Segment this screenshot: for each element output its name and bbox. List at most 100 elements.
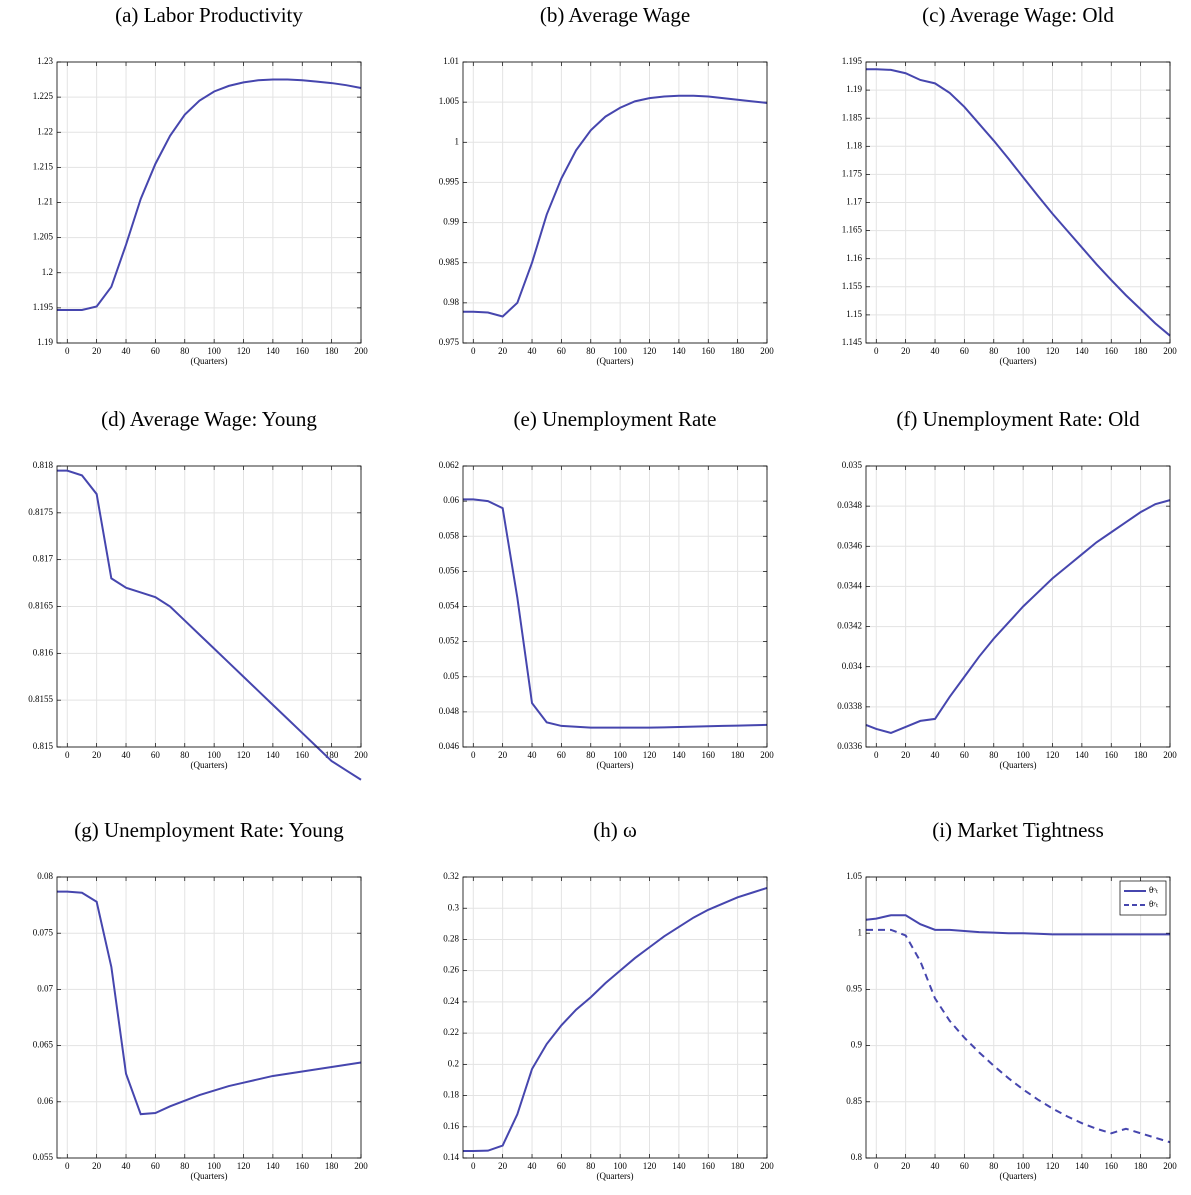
y-tick-label: 0.16 [443,1121,459,1131]
y-tick-label: 0.05 [443,671,459,681]
y-tick-label: 1.2 [42,267,53,277]
line [57,78,362,311]
x-axis-label: (Quarters) [1000,356,1037,366]
y-tick-label: 0.07 [37,983,53,993]
y-tick-label: 0.818 [33,460,54,470]
x-tick-label: 40 [931,346,941,356]
x-tick-label: 140 [266,346,280,356]
line [463,886,768,1152]
x-tick-label: 180 [1134,750,1148,760]
y-tick-label: 0.817 [33,554,54,564]
x-tick-label: 20 [901,346,911,356]
line [57,890,362,1116]
y-tick-label: 0.06 [37,1096,53,1106]
y-tick-label: 0.26 [443,965,459,975]
y-tick-label: 1.225 [33,91,54,101]
x-tick-label: 160 [702,1161,716,1171]
x-tick-label: 100 [207,750,221,760]
x-tick-label: 180 [325,346,339,356]
plot-frame [462,876,768,1159]
x-tick-label: 180 [325,750,339,760]
plot-frame [865,61,1171,344]
y-tick-label: 1.22 [37,126,53,136]
plot-area [463,877,767,1158]
chart-title: (a) Labor Productivity [115,3,303,27]
x-tick-label: 0 [471,346,476,356]
x-tick-label: 80 [989,1161,999,1171]
y-tick-label: 0.32 [443,871,459,881]
x-tick-label: 200 [354,1161,368,1171]
x-tick-label: 100 [207,1161,221,1171]
y-tick-label: 0.24 [443,996,459,1006]
x-tick-label: 0 [471,1161,476,1171]
y-tick-label: 0.0348 [837,500,862,510]
x-axis-label: (Quarters) [597,1171,634,1181]
x-axis-label: (Quarters) [191,760,228,770]
y-tick-label: 0.85 [846,1096,862,1106]
x-tick-label: 0 [874,1161,879,1171]
x-tick-label: 60 [151,1161,161,1171]
x-tick-label: 60 [557,750,567,760]
y-tick-label: 0.8155 [28,694,53,704]
x-tick-label: 0 [65,750,70,760]
plot-area [57,877,361,1158]
plot-frame [865,465,1171,748]
y-tick-label: 1.05 [846,871,862,881]
y-tick-label: 1.205 [33,232,54,242]
chart-title: (f) Unemployment Rate: Old [896,407,1140,431]
plot-frame [865,876,1171,1159]
y-tick-label: 1 [858,927,863,937]
x-tick-label: 20 [498,750,508,760]
x-tick-label: 40 [528,346,538,356]
x-tick-label: 100 [613,346,627,356]
x-tick-label: 180 [731,346,745,356]
x-tick-label: 0 [874,346,879,356]
y-tick-label: 1.175 [842,168,863,178]
x-tick-label: 200 [1163,346,1177,356]
y-tick-label: 1.19 [846,84,862,94]
x-tick-label: 0 [65,346,70,356]
x-tick-label: 40 [122,1161,132,1171]
y-tick-label: 0.055 [33,1152,54,1162]
legend-label: θʸₜ [1149,899,1159,909]
y-tick-label: 0.98 [443,297,459,307]
y-tick-label: 0.8 [851,1152,863,1162]
x-tick-label: 200 [760,1161,774,1171]
plot-frame [462,465,768,748]
chart-title: (g) Unemployment Rate: Young [74,818,344,842]
y-tick-label: 0.0346 [837,540,862,550]
x-tick-label: 40 [122,750,132,760]
y-tick-label: 1.195 [33,302,54,312]
y-tick-label: 1.155 [842,281,863,291]
y-tick-label: 0.816 [33,647,54,657]
x-tick-label: 160 [296,346,310,356]
x-tick-label: 180 [731,1161,745,1171]
x-tick-label: 80 [989,750,999,760]
x-tick-label: 20 [92,750,102,760]
y-tick-label: 0.052 [439,636,459,646]
x-tick-label: 80 [180,346,190,356]
x-tick-label: 20 [901,750,911,760]
x-tick-label: 160 [1105,346,1119,356]
x-tick-label: 0 [471,750,476,760]
x-tick-label: 180 [1134,346,1148,356]
plot-frame [56,61,362,344]
y-tick-label: 0.075 [33,927,54,937]
x-tick-label: 60 [151,750,161,760]
x-tick-label: 80 [586,1161,596,1171]
y-tick-label: 1.195 [842,56,863,66]
x-tick-label: 0 [874,750,879,760]
y-tick-label: 1.21 [37,197,53,207]
x-tick-label: 160 [1105,1161,1119,1171]
chart-title: (c) Average Wage: Old [922,3,1114,27]
y-tick-label: 0.8165 [28,601,53,611]
y-tick-label: 0.0338 [837,701,862,711]
x-tick-label: 60 [557,346,567,356]
chart-title: (d) Average Wage: Young [101,407,317,431]
x-tick-label: 80 [586,346,596,356]
x-tick-label: 120 [237,1161,251,1171]
line [865,914,1170,936]
x-tick-label: 160 [1105,750,1119,760]
x-tick-label: 200 [354,346,368,356]
x-tick-label: 40 [528,750,538,760]
